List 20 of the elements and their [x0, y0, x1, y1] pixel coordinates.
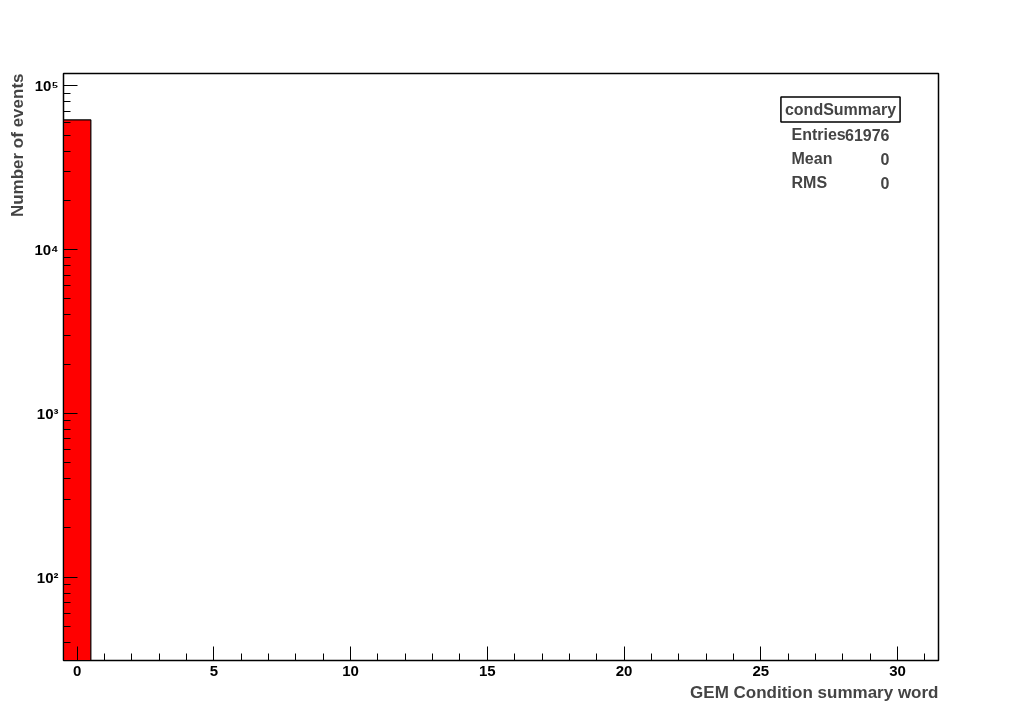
y-tick-label: 10⁴	[34, 241, 59, 259]
x-tick-label: 20	[615, 661, 633, 679]
x-tick-label: 5	[209, 661, 219, 679]
annotation: Mean	[791, 150, 833, 167]
annotation: RMS	[791, 174, 828, 191]
annotation: condSummary	[784, 101, 897, 118]
annotation: Entries	[791, 126, 846, 143]
x-tick-label: 15	[478, 661, 496, 679]
x-tick-label: 10	[342, 661, 359, 679]
y-axis-title: Number of events	[7, 73, 27, 218]
x-tick-label: 25	[752, 661, 770, 679]
annotation: 0	[880, 174, 890, 192]
annotation: 0	[880, 150, 890, 168]
x-tick-label: 30	[889, 661, 906, 679]
y-tick-label: 10⁵	[34, 77, 59, 95]
y-tick-label: 10³	[36, 404, 59, 422]
x-tick-label: 0	[73, 661, 82, 679]
annotation: 61976	[845, 126, 890, 144]
y-tick-label: 10²	[36, 568, 59, 586]
x-axis-title: GEM Condition summary word	[690, 682, 939, 702]
